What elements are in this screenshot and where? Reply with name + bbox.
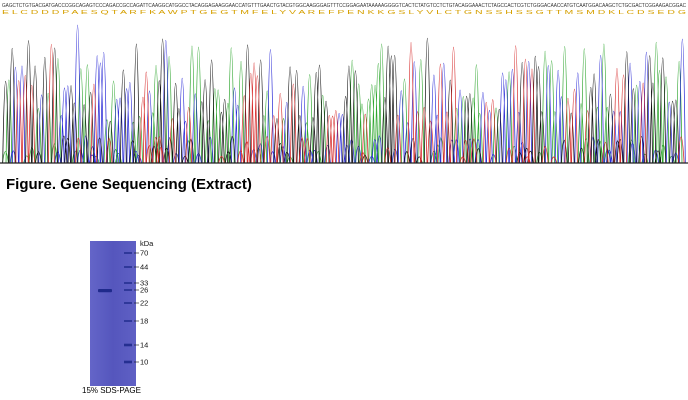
marker-label-26: 26 — [140, 286, 148, 295]
marker-band-26 — [124, 289, 132, 291]
chromatogram-traces — [2, 24, 686, 164]
sequencing-chromatogram: GAGCTCTGTGACGATGACCCGGCAGAGTCCCAGACCGCCA… — [0, 3, 688, 164]
marker-label-44: 44 — [140, 263, 148, 272]
figure-caption: Figure. Gene Sequencing (Extract) — [6, 176, 252, 193]
marker-label-33: 33 — [140, 279, 148, 288]
sample-band — [98, 289, 112, 293]
marker-band-44 — [124, 266, 132, 268]
marker-band-70 — [124, 252, 132, 254]
protein-sequence-text: E L C D D D P A E S Q T A R F K A W P T … — [2, 10, 686, 16]
marker-band-18 — [124, 320, 132, 322]
trace-g — [2, 38, 680, 164]
marker-label-22: 22 — [140, 299, 148, 308]
marker-band-14 — [124, 343, 132, 347]
marker-label-10: 10 — [140, 358, 148, 367]
marker-band-22 — [124, 302, 132, 304]
gel-unit-label: kDa — [140, 239, 154, 248]
marker-band-33 — [124, 282, 132, 284]
trace-a — [2, 41, 683, 164]
marker-label-14: 14 — [140, 341, 148, 350]
trace-t — [15, 41, 685, 164]
gel-caption: 15% SDS-PAGE — [82, 386, 141, 395]
marker-band-10 — [124, 360, 132, 364]
gel-body — [90, 241, 136, 386]
marker-label-70: 70 — [140, 249, 148, 258]
marker-label-18: 18 — [140, 317, 148, 326]
dna-sequence-text: GAGCTCTGTGACGATGACCCGGCAGAGTCCCAGACCGCCA… — [2, 3, 686, 9]
